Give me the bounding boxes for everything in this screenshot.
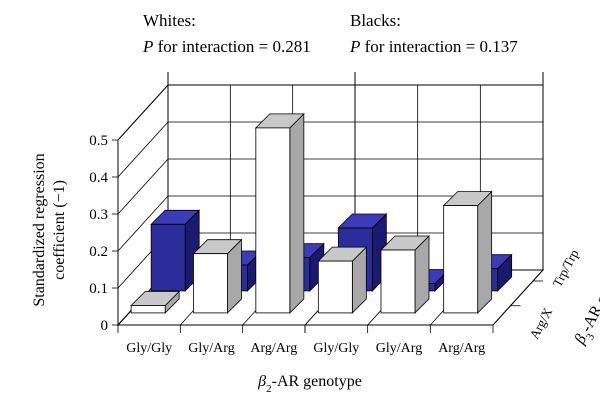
panel-title-blacks-p: P [349, 37, 360, 56]
y-tick-label: 0.3 [89, 207, 108, 223]
bar-side [289, 112, 305, 314]
bar-front [150, 223, 186, 292]
panel-title-blacks-rest: for interaction = 0.137 [360, 37, 518, 56]
bar-front [317, 260, 353, 314]
panel-title-blacks-line2: P for interaction = 0.137 [349, 37, 518, 56]
bar-whites-gly-gly-trp-trp [150, 209, 201, 292]
depth-axis-title-sub: 3 [584, 331, 597, 342]
x-category-label: Gly/Gly [313, 341, 359, 356]
depth-label-trptrp: Trp/Trp [549, 247, 581, 290]
bar-front [130, 305, 166, 314]
x-axis-title-sub: 2 [266, 383, 272, 395]
bar-front [380, 249, 416, 314]
x-category-label: Gly/Gly [126, 341, 172, 356]
y-tick-label: 0.4 [89, 170, 108, 186]
bar-blacks-gly-gly-arg-x [317, 246, 368, 314]
panel-title-blacks-line1: Blacks: [350, 11, 401, 30]
depth-axis-title-rest: -AR genotype [578, 247, 600, 335]
y-axis-title: Standardized regression coefficient (−1) [31, 153, 68, 306]
panel-title-whites-line2: P for interaction = 0.281 [142, 37, 311, 56]
y-tick-label: 0.2 [89, 244, 108, 260]
panel-title-whites-line1: Whites: [143, 11, 196, 30]
y-axis-title-line2: coefficient (−1) [51, 180, 68, 280]
bar-side [477, 190, 493, 314]
x-axis-title-rest: -AR genotype [272, 373, 362, 390]
bar-whites-gly-arg-arg-x [192, 238, 243, 314]
x-axis-title: β2-AR genotype [257, 373, 362, 395]
y-axis-title-line1: Standardized regression [31, 153, 48, 306]
gridline [117, 84, 543, 141]
panel-title-whites-p: P [142, 37, 153, 56]
x-category-label: Gly/Arg [188, 341, 234, 356]
depth-label-argx: Arg/X [526, 305, 555, 342]
floor-divider [492, 269, 544, 326]
x-category-label: Gly/Arg [376, 341, 422, 356]
bar-front [443, 205, 479, 314]
label-layer: Whites: P for interaction = 0.281 Blacks… [31, 11, 600, 395]
y-tick-label: 0.5 [89, 133, 108, 149]
bar-front [193, 253, 228, 314]
y-tick-label: 0 [101, 318, 109, 334]
x-axis-title-beta: β [257, 373, 266, 390]
bar-front [255, 127, 291, 314]
y-tick-label: 0.1 [89, 281, 108, 297]
x-category-label: Arg/Arg [438, 341, 485, 356]
panel-title-whites-rest: for interaction = 0.281 [153, 37, 310, 56]
bar-whites-arg-arg-arg-x [254, 112, 305, 314]
bar-whites-gly-gly-arg-x [130, 290, 181, 314]
bar-blacks-arg-arg-arg-x [442, 190, 493, 314]
bar-layer [130, 112, 513, 314]
bar-blacks-gly-arg-arg-x [380, 235, 430, 314]
x-category-label: Arg/Arg [250, 341, 297, 356]
gridline [117, 121, 543, 178]
